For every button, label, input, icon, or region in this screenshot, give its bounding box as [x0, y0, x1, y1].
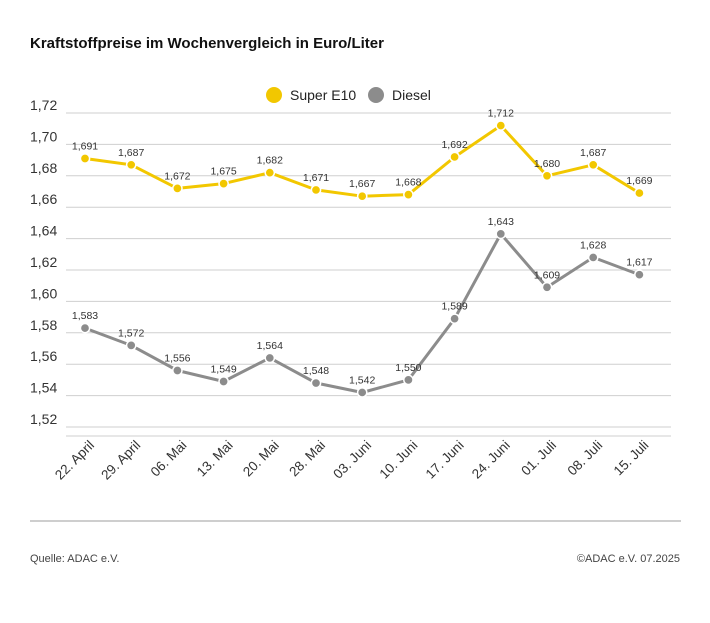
x-tick-label: 06. Mai — [148, 438, 190, 480]
data-point-diesel — [218, 376, 229, 387]
data-point-diesel — [587, 252, 599, 263]
data-point-super-e10 — [218, 178, 229, 189]
data-point-diesel — [541, 281, 553, 293]
data-label-super-e10: 1,680 — [534, 158, 560, 170]
y-tick-label: 1,56 — [30, 348, 57, 364]
data-label-diesel: 1,550 — [395, 362, 421, 374]
data-label-diesel: 1,609 — [534, 269, 560, 281]
data-point-super-e10 — [587, 159, 599, 171]
series-line-diesel — [83, 232, 641, 394]
data-label-diesel: 1,572 — [118, 327, 144, 339]
legend: Super E10 Diesel — [266, 87, 431, 103]
x-tick-label: 08. Juli — [564, 438, 605, 479]
data-label-super-e10: 1,687 — [580, 147, 606, 159]
data-point-diesel — [634, 269, 645, 281]
x-tick-label: 03. Juni — [330, 438, 374, 482]
data-point-super-e10 — [79, 153, 91, 164]
legend-label-diesel: Diesel — [392, 87, 431, 103]
data-point-super-e10 — [310, 184, 322, 196]
source-note: Quelle: ADAC e.V. — [30, 553, 119, 565]
x-tick-label: 10. Juni — [376, 438, 420, 482]
x-tick-label: 29. April — [98, 438, 143, 483]
x-tick-label: 01. Juli — [518, 438, 559, 479]
data-point-super-e10 — [125, 159, 137, 171]
legend-marker-diesel — [368, 87, 384, 103]
data-label-super-e10: 1,712 — [488, 108, 514, 120]
data-label-diesel: 1,548 — [303, 365, 329, 377]
data-point-diesel — [495, 228, 507, 240]
series-layer: 1,691 1,687 1,672 1,675 1,682 1,671 1,667 1,668… — [72, 108, 653, 398]
y-tick-label: 1,62 — [30, 254, 57, 270]
x-tick-label: 28. Mai — [286, 438, 328, 480]
x-tick-label: 13. Mai — [194, 438, 236, 480]
series-super-e10: 1,691 1,687 1,672 1,675 1,682 1,671 1,667 1,668… — [72, 108, 653, 202]
data-point-super-e10 — [403, 189, 414, 200]
data-label-diesel: 1,583 — [72, 310, 98, 322]
data-label-super-e10: 1,672 — [164, 170, 190, 182]
data-label-diesel: 1,556 — [164, 352, 190, 364]
data-point-diesel — [310, 377, 322, 389]
data-label-diesel: 1,617 — [626, 257, 652, 269]
y-tick-label: 1,54 — [30, 380, 57, 396]
x-tick-label: 24. Juni — [469, 438, 513, 482]
x-tick-label: 15. Juli — [611, 438, 652, 479]
data-point-diesel — [172, 365, 183, 376]
data-label-super-e10: 1,692 — [441, 139, 467, 151]
grid-lines — [66, 112, 671, 437]
x-tick-label: 22. April — [52, 438, 97, 483]
data-point-super-e10 — [172, 183, 183, 194]
data-point-diesel — [449, 313, 460, 325]
data-point-diesel — [125, 340, 137, 351]
y-tick-label: 1,64 — [30, 223, 57, 239]
data-point-diesel — [403, 374, 414, 386]
data-label-diesel: 1,549 — [210, 363, 236, 375]
data-label-super-e10: 1,691 — [72, 141, 98, 153]
data-label-super-e10: 1,671 — [303, 172, 329, 184]
legend-marker-super-e10 — [266, 87, 282, 103]
y-tick-label: 1,58 — [30, 317, 57, 333]
data-label-diesel: 1,628 — [580, 239, 606, 251]
y-axis-ticks: 1,72 1,70 1,68 1,66 1,64 1,62 1,60 1,58 1,56 1,54… — [30, 97, 57, 427]
data-point-super-e10 — [264, 167, 276, 179]
data-label-super-e10: 1,682 — [257, 155, 283, 167]
data-label-diesel: 1,643 — [488, 216, 514, 228]
data-label-super-e10: 1,675 — [210, 166, 236, 178]
data-point-super-e10 — [356, 190, 368, 202]
data-point-diesel — [264, 352, 276, 364]
data-label-super-e10: 1,669 — [626, 175, 652, 187]
y-tick-label: 1,52 — [30, 411, 57, 427]
y-tick-label: 1,72 — [30, 97, 57, 113]
data-point-diesel — [79, 322, 91, 334]
data-label-diesel: 1,564 — [257, 340, 283, 352]
y-tick-label: 1,66 — [30, 191, 57, 207]
data-label-diesel: 1,542 — [349, 374, 375, 386]
chart-title: Kraftstoffpreise im Wochenvergleich in E… — [30, 35, 384, 52]
series-diesel: 1,583 1,572 1,556 1,549 1,564 1,548 1,542 1,550… — [72, 216, 653, 398]
data-point-super-e10 — [634, 187, 645, 199]
x-tick-label: 20. Mai — [240, 438, 282, 480]
x-axis-ticks: 22. April 29. April 06. Mai 13. Mai 20. Mai 2… — [52, 438, 652, 483]
y-tick-label: 1,60 — [30, 285, 57, 301]
data-label-super-e10: 1,687 — [118, 147, 144, 159]
x-tick-label: 17. Juni — [423, 438, 467, 482]
data-label-super-e10: 1,667 — [349, 178, 375, 190]
data-point-diesel — [356, 387, 368, 398]
data-label-diesel: 1,589 — [441, 301, 467, 313]
data-point-super-e10 — [495, 120, 507, 131]
y-tick-label: 1,68 — [30, 160, 57, 176]
legend-label-super-e10: Super E10 — [290, 87, 356, 103]
copyright-note: ©ADAC e.V. 07.2025 — [577, 553, 680, 565]
data-point-super-e10 — [449, 151, 460, 163]
y-tick-label: 1,70 — [30, 128, 57, 144]
data-label-super-e10: 1,668 — [395, 177, 421, 189]
data-point-super-e10 — [541, 170, 553, 182]
